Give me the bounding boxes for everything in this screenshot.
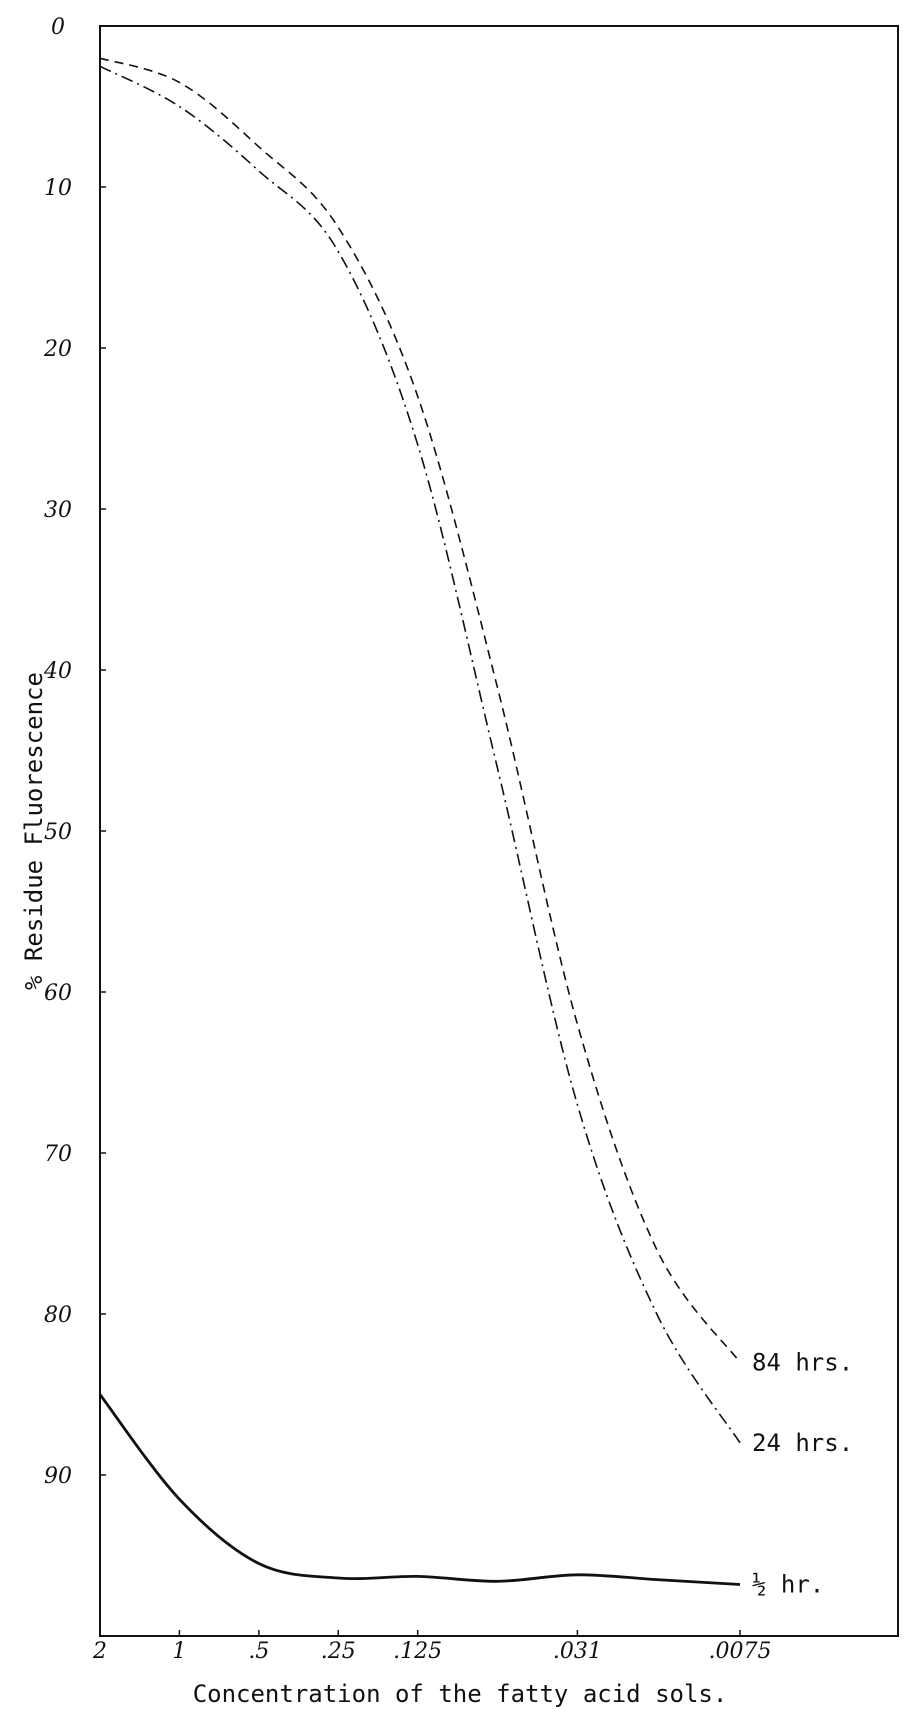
y-tick-label: 90 (44, 1464, 72, 1489)
y-tick-label: 50 (44, 820, 72, 845)
y-tick-label: 20 (43, 337, 72, 362)
series-label: ½ hr. (752, 1570, 824, 1598)
plot-frame (99, 25, 899, 1637)
y-tick-label: 30 (44, 498, 72, 523)
y-tick-label: 80 (44, 1303, 72, 1328)
x-axis-ticks: 2 1 .5 .25 .125 .031 .0075 (92, 1630, 771, 1664)
series-layer: 84 hrs. 24 hrs. ½ hr. (98, 57, 853, 1598)
x-tick-label: .5 (248, 1639, 269, 1664)
series-label: 84 hrs. (752, 1348, 853, 1376)
y-tick-label: 10 (44, 176, 72, 201)
y-tick-label: 60 (44, 981, 72, 1006)
y-axis-title: % Residue Fluorescence (20, 672, 48, 990)
x-tick-label: 1 (172, 1639, 186, 1664)
x-axis-title: Concentration of the fatty acid sols. (193, 1680, 728, 1708)
x-tick-label: .0075 (709, 1639, 772, 1664)
x-tick-label: .25 (321, 1639, 356, 1664)
series-line-1 (99, 65, 741, 1444)
y-tick-label: 70 (44, 1142, 72, 1167)
series-line-0 (99, 57, 741, 1363)
y-tick-label: 40 (43, 659, 72, 684)
x-tick-label: .031 (553, 1639, 602, 1664)
x-tick-label: .125 (393, 1639, 442, 1664)
series-line-2 (98, 1393, 741, 1586)
x-tick-label: 2 (92, 1639, 107, 1664)
y-tick-label: 0 (51, 15, 65, 40)
y-axis-ticks: 0 10 20 30 40 50 60 70 80 90 (43, 15, 106, 1489)
series-label: 24 hrs. (752, 1429, 853, 1457)
